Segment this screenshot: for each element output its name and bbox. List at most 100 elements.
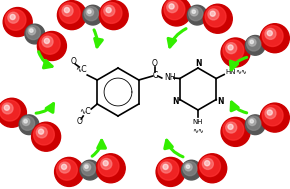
- Circle shape: [249, 39, 256, 46]
- FancyArrowPatch shape: [230, 57, 247, 70]
- Circle shape: [0, 100, 20, 121]
- Circle shape: [265, 108, 276, 119]
- Text: NH: NH: [164, 74, 175, 83]
- Circle shape: [192, 10, 195, 13]
- Circle shape: [250, 40, 253, 44]
- Text: ∿∿: ∿∿: [192, 127, 204, 133]
- Circle shape: [59, 162, 70, 173]
- Circle shape: [96, 154, 125, 183]
- Circle shape: [210, 11, 215, 16]
- Text: ∿∿: ∿∿: [235, 68, 247, 74]
- Circle shape: [57, 159, 77, 180]
- Circle shape: [55, 157, 84, 186]
- Circle shape: [62, 5, 73, 16]
- Text: N: N: [217, 98, 224, 106]
- Circle shape: [183, 162, 197, 176]
- Circle shape: [106, 7, 111, 13]
- Circle shape: [57, 1, 86, 30]
- Circle shape: [103, 161, 108, 166]
- Circle shape: [38, 129, 44, 134]
- Circle shape: [42, 36, 53, 47]
- Circle shape: [246, 37, 261, 51]
- Circle shape: [80, 160, 100, 180]
- Circle shape: [158, 159, 179, 180]
- Circle shape: [101, 158, 112, 170]
- Circle shape: [188, 7, 203, 21]
- Circle shape: [226, 122, 237, 133]
- Circle shape: [163, 164, 168, 170]
- Circle shape: [202, 158, 213, 170]
- Circle shape: [101, 2, 122, 23]
- FancyArrowPatch shape: [231, 102, 247, 113]
- Circle shape: [10, 14, 15, 20]
- Circle shape: [185, 163, 192, 171]
- FancyArrowPatch shape: [94, 30, 102, 47]
- Circle shape: [221, 117, 250, 146]
- Circle shape: [83, 163, 91, 171]
- Circle shape: [4, 105, 10, 110]
- Circle shape: [182, 160, 201, 180]
- Circle shape: [262, 105, 283, 126]
- Circle shape: [59, 2, 80, 23]
- FancyArrowPatch shape: [165, 140, 183, 157]
- Text: ∿C: ∿C: [79, 108, 91, 116]
- Circle shape: [267, 110, 272, 115]
- Text: N: N: [172, 98, 179, 106]
- Circle shape: [83, 5, 103, 25]
- Circle shape: [99, 1, 128, 30]
- Circle shape: [44, 38, 49, 43]
- Circle shape: [169, 4, 174, 9]
- Circle shape: [20, 116, 35, 130]
- Circle shape: [208, 9, 219, 20]
- Circle shape: [30, 29, 33, 32]
- FancyArrowPatch shape: [39, 52, 52, 68]
- Circle shape: [203, 4, 232, 33]
- Text: NH: NH: [193, 119, 203, 125]
- Circle shape: [161, 162, 172, 173]
- Circle shape: [262, 26, 283, 46]
- Circle shape: [33, 124, 54, 145]
- Circle shape: [187, 5, 207, 25]
- Circle shape: [25, 24, 45, 44]
- Circle shape: [205, 6, 226, 27]
- FancyArrowPatch shape: [168, 29, 186, 47]
- Circle shape: [198, 154, 227, 183]
- Circle shape: [19, 115, 39, 135]
- Circle shape: [85, 165, 88, 168]
- Circle shape: [164, 0, 185, 20]
- Text: O: O: [152, 59, 158, 67]
- Text: C: C: [152, 70, 157, 80]
- Circle shape: [223, 119, 244, 140]
- Circle shape: [28, 27, 36, 35]
- Circle shape: [156, 157, 185, 186]
- FancyArrowPatch shape: [92, 140, 106, 156]
- Circle shape: [245, 115, 265, 135]
- Circle shape: [8, 12, 19, 23]
- Circle shape: [5, 9, 26, 30]
- Circle shape: [32, 122, 61, 151]
- Circle shape: [162, 0, 191, 26]
- Text: HN: HN: [225, 68, 235, 74]
- Circle shape: [24, 119, 27, 123]
- Circle shape: [260, 24, 289, 53]
- Circle shape: [246, 116, 261, 130]
- Circle shape: [98, 156, 119, 177]
- Circle shape: [228, 45, 233, 50]
- Text: N: N: [195, 59, 201, 67]
- Circle shape: [265, 28, 276, 39]
- Circle shape: [84, 7, 98, 21]
- Circle shape: [186, 165, 190, 168]
- Circle shape: [3, 8, 32, 36]
- Circle shape: [167, 2, 178, 13]
- Circle shape: [39, 33, 60, 54]
- Circle shape: [88, 10, 91, 13]
- Circle shape: [250, 119, 253, 123]
- Circle shape: [37, 32, 66, 60]
- Circle shape: [81, 162, 95, 176]
- Circle shape: [226, 43, 237, 54]
- Circle shape: [36, 127, 47, 138]
- Text: O: O: [76, 116, 82, 125]
- Circle shape: [2, 103, 13, 114]
- Circle shape: [0, 98, 26, 127]
- Circle shape: [61, 164, 67, 170]
